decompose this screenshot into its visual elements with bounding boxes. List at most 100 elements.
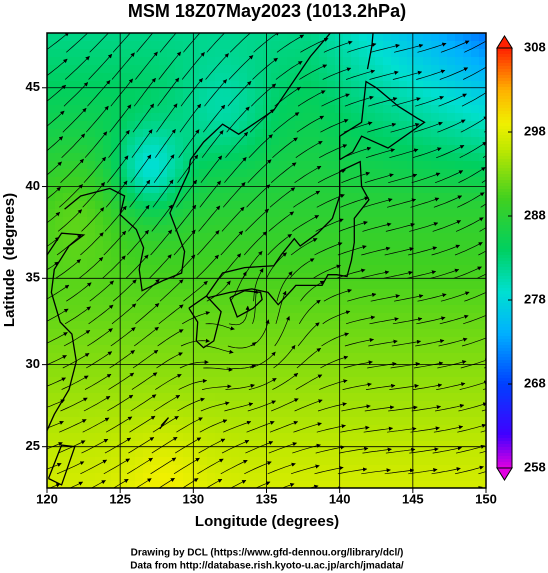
streamline [228,305,250,326]
field-cell [479,121,486,130]
field-cell [151,353,160,362]
field-cell [103,257,112,266]
field-cell [207,41,216,50]
field-cell [223,65,232,74]
field-cell [407,217,416,226]
field-cell [183,473,192,482]
field-cell [111,65,120,74]
field-cell [479,449,486,458]
streamline [321,93,350,107]
field-cell [455,481,464,488]
field-cell [319,49,328,58]
field-cell [479,345,486,354]
field-cell [311,345,320,354]
field-cell [167,337,176,346]
field-cell [167,121,176,130]
field-cell [319,433,328,442]
field-cell [471,241,480,250]
field-cell [479,177,486,186]
field-cell [319,233,328,242]
field-cell [431,217,440,226]
field-cell [351,185,360,194]
field-cell [87,297,96,306]
field-cell [479,201,486,210]
field-cell [175,289,184,298]
field-cell [439,393,448,402]
field-cell [479,457,486,466]
field-cell [79,145,88,154]
field-cell [239,73,248,82]
field-cell [279,457,288,466]
field-cell [399,465,408,474]
field-cell [407,257,416,266]
streamline [464,291,486,302]
field-cell [263,193,272,202]
field-cell [279,473,288,482]
field-cell [47,401,56,410]
field-cell [431,89,440,98]
field-cell [311,97,320,106]
field-cell [175,441,184,450]
field-cell [87,441,96,450]
field-cell [415,233,424,242]
field-cell [471,249,480,258]
field-cell [79,105,88,114]
field-cell [351,113,360,122]
field-cell [455,145,464,154]
field-cell [167,329,176,338]
field-cell [127,457,136,466]
field-cell [471,449,480,458]
field-cell [391,65,400,74]
field-cell [319,217,328,226]
field-cell [111,209,120,218]
field-cell [399,321,408,330]
field-cell [255,121,264,130]
field-cell [95,201,104,210]
field-cell [359,89,368,98]
colorbar-band [497,78,512,82]
field-cell [383,201,392,210]
field-cell [431,97,440,106]
streamline [247,400,276,412]
field-cell [207,345,216,354]
streamline [268,442,298,454]
field-cell [335,249,344,258]
field-cell [423,329,432,338]
x-tick-label: 130 [182,491,204,506]
field-cell [479,225,486,234]
field-cell [215,177,224,186]
field-cell [423,73,432,82]
field-cell [359,137,368,146]
field-cell [375,409,384,418]
field-cell [439,193,448,202]
field-cell [263,57,272,66]
field-cell [63,177,72,186]
field-cell [351,441,360,450]
field-cell [127,41,136,50]
field-cell [327,33,336,42]
field-cell [463,169,472,178]
field-cell [327,201,336,210]
field-cell [359,417,368,426]
field-cell [263,225,272,234]
field-cell [367,425,376,434]
field-cell [151,425,160,434]
field-cell [255,265,264,274]
field-cell [223,33,232,42]
streamline [150,229,173,256]
field-cell [343,353,352,362]
streamline [298,299,321,324]
field-cell [63,257,72,266]
field-cell [439,377,448,386]
field-cell [183,177,192,186]
field-cell [111,241,120,250]
field-cell [383,289,392,298]
field-cell [55,385,64,394]
field-cell [111,361,120,370]
field-cell [263,241,272,250]
field-cell [103,417,112,426]
field-cell [127,289,136,298]
field-cell [223,241,232,250]
field-cell [247,473,256,482]
field-cell [103,449,112,458]
